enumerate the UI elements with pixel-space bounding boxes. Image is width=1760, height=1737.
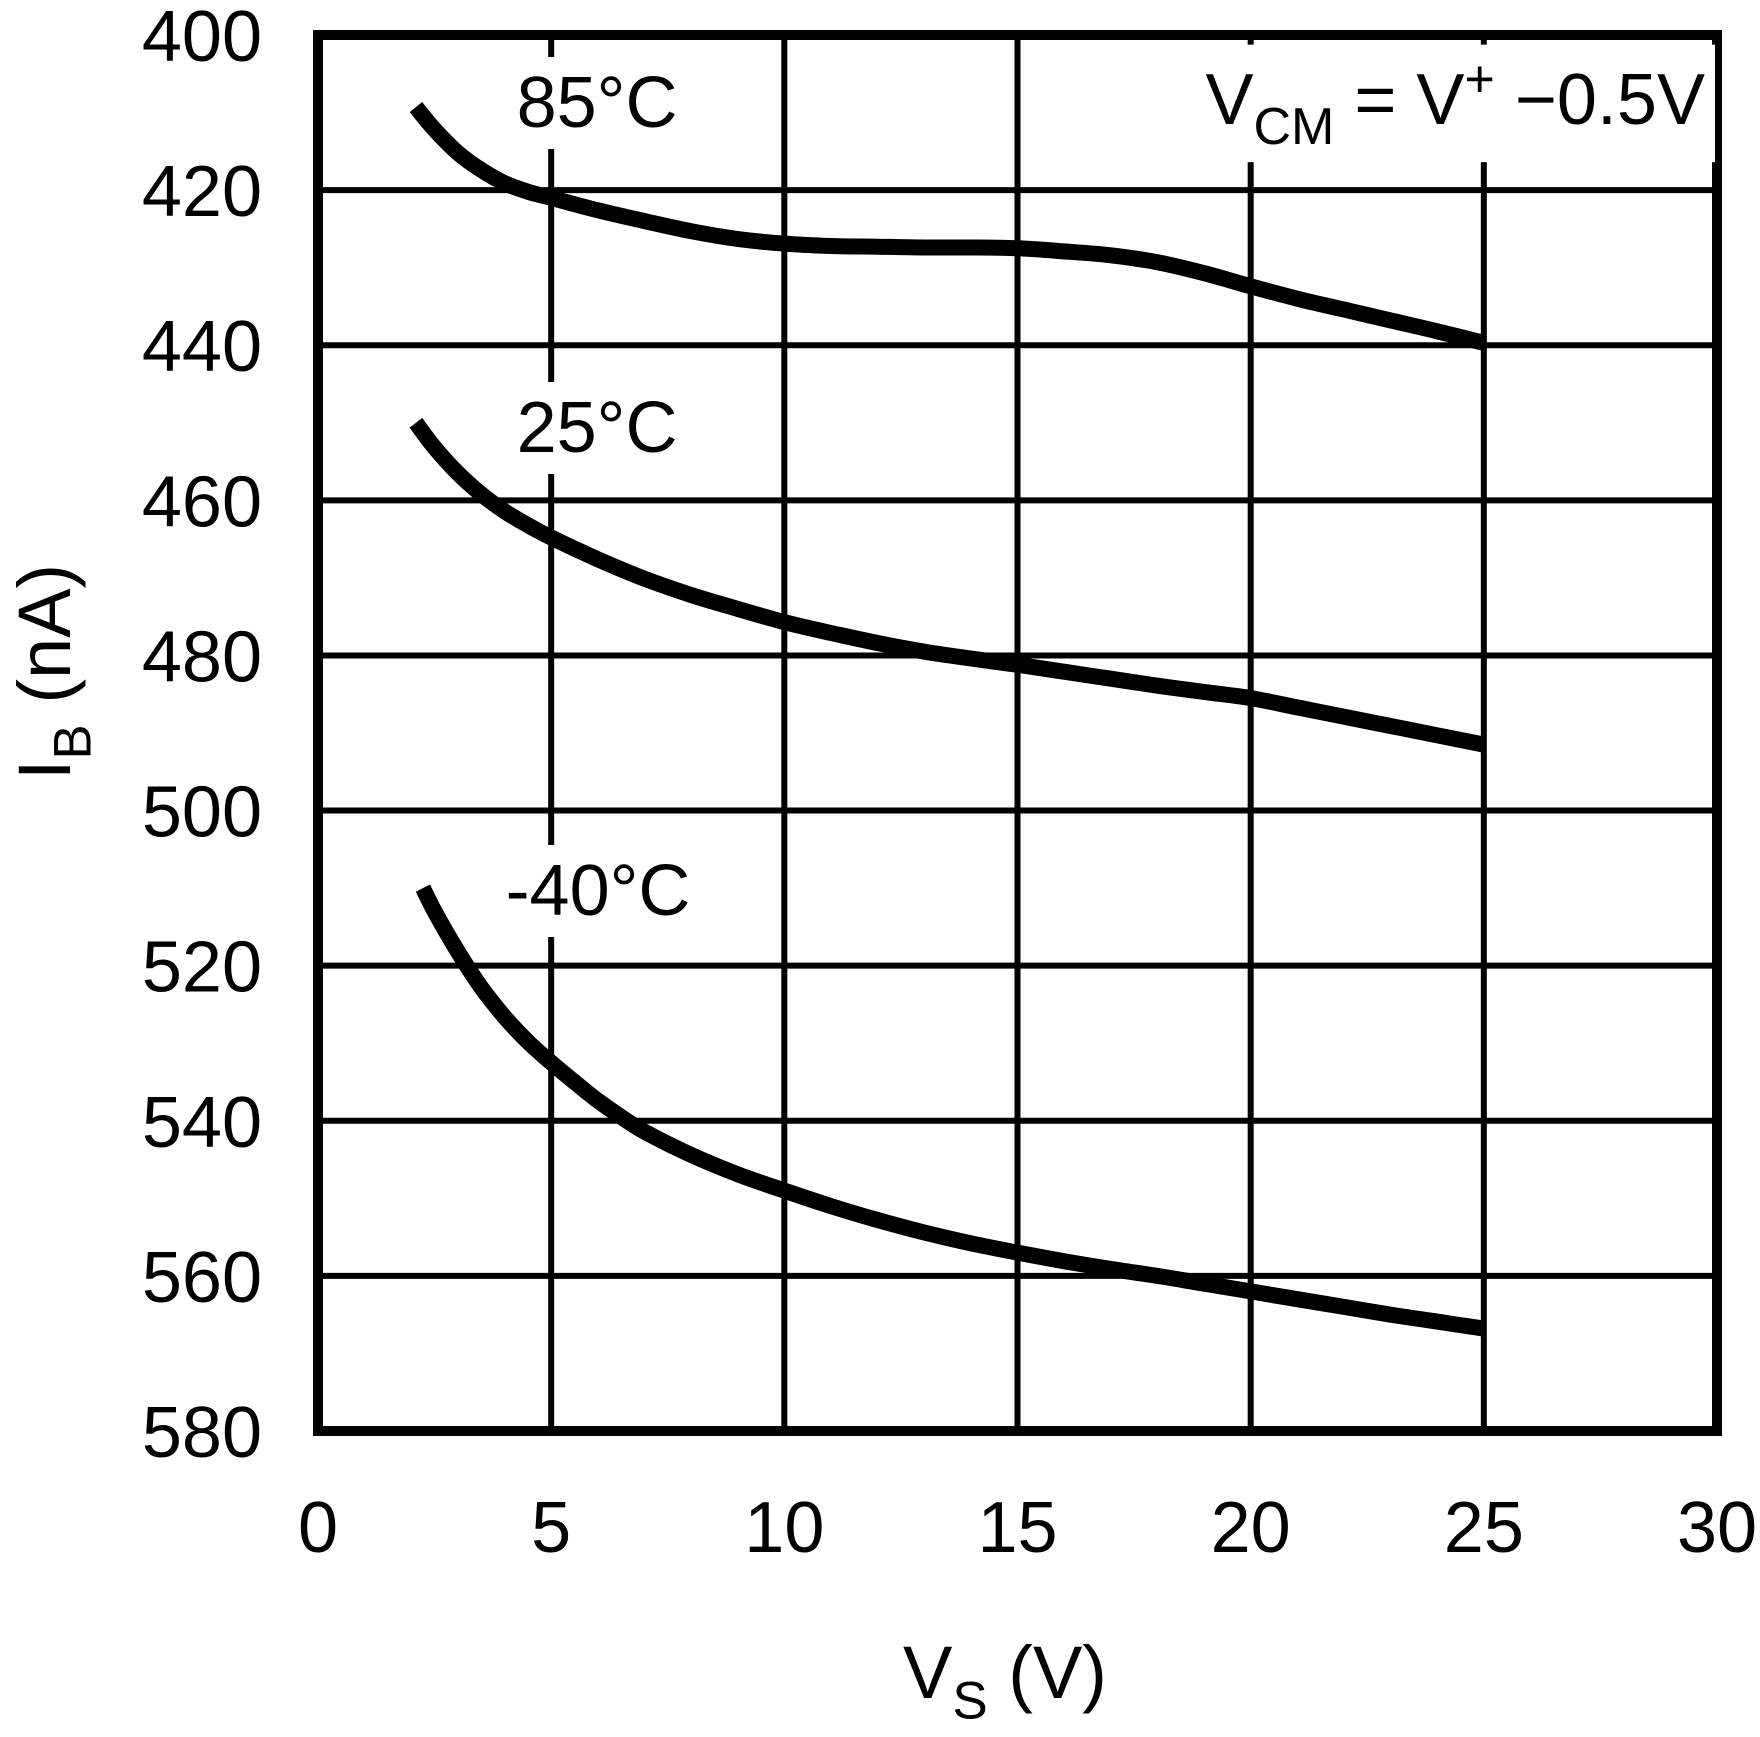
x-tick-label: 5 [531,1488,571,1568]
curve-label-3-background [495,845,701,937]
y-tick-label: 460 [142,462,262,542]
condition-annotation-background [1195,44,1715,163]
y-tick-label: 580 [142,1393,262,1473]
curve-label-3: -40°C [506,851,691,931]
curve-label-2: 25°C [517,388,678,468]
y-tick-label: 440 [142,307,262,387]
y-tick-label: 500 [142,773,262,853]
x-tick-label: 15 [977,1488,1057,1568]
x-axis-title: VS (V) [903,1631,1107,1731]
curve-labels-and-annotation: 85°C 25°C -40°C VCM = V+ −0.5V [495,44,1715,937]
condition-annotation: VCM = V+ −0.5V [1205,51,1705,157]
curve-25c [409,417,1486,753]
axis-titles: VS (V) IB (nA) [3,564,1107,1731]
x-tick-label: 0 [298,1488,338,1568]
y-tick-label: 560 [142,1238,262,1318]
y-axis-title: IB (nA) [3,564,103,780]
curve-label-1: 85°C [517,63,678,143]
y-tick-label: 480 [142,617,262,697]
axis-tick-labels: 0 5 10 15 20 25 30 400 420 440 460 480 500 520 540 560 5… [142,0,1757,1568]
curve-85c [409,102,1486,351]
plot-frame [313,30,1722,1436]
plot-border [313,30,1722,1436]
x-tick-label: 30 [1677,1488,1757,1568]
x-tick-label: 25 [1444,1488,1524,1568]
x-tick-label: 10 [744,1488,824,1568]
curve--40c [415,884,1485,1337]
y-tick-label: 540 [142,1083,262,1163]
y-tick-label: 420 [142,152,262,232]
data-curves [409,102,1486,1337]
y-tick-label: 400 [142,0,262,77]
x-tick-label: 20 [1211,1488,1291,1568]
y-tick-label: 520 [142,928,262,1008]
curve-label-2-background [506,382,688,474]
curve-label-1-background [506,57,688,149]
